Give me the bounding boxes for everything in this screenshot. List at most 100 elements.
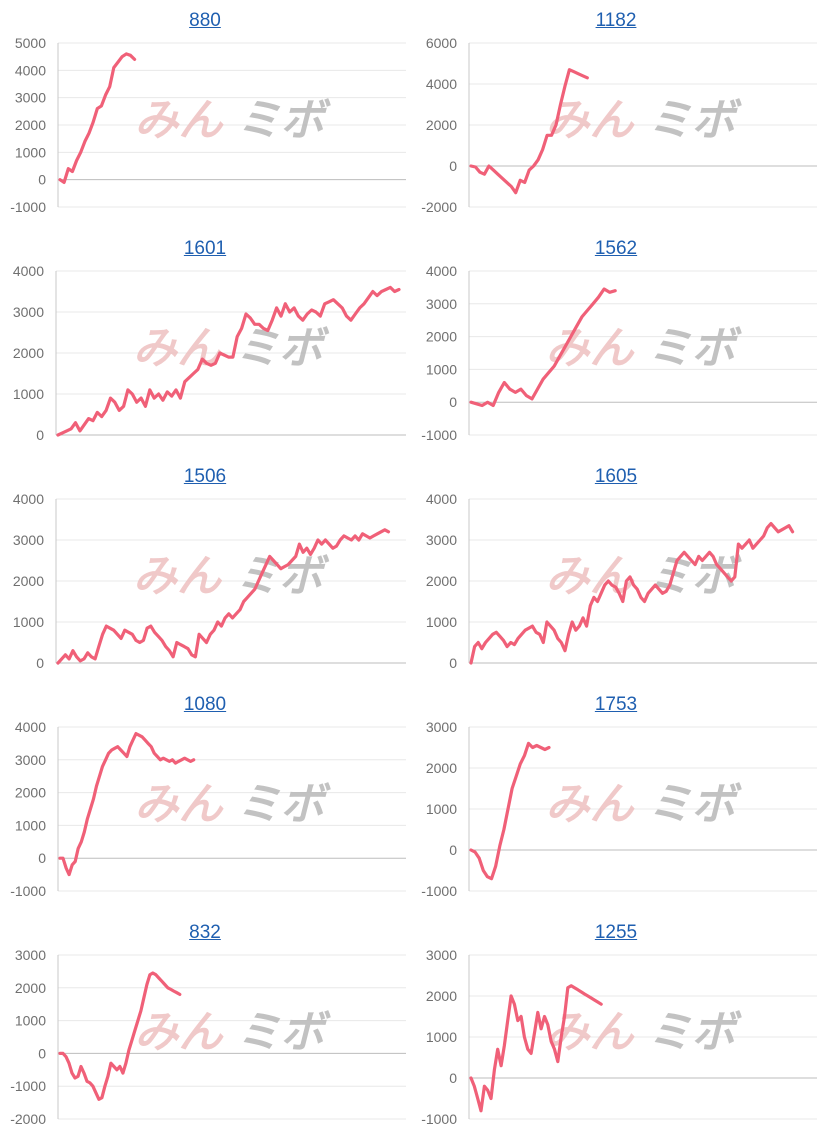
series-line	[469, 68, 589, 195]
chart-panel: 1753 -1000 0 1000 2000 3000 みん ミボ	[411, 684, 821, 912]
y-tick-label: 0	[38, 1045, 46, 1061]
y-tick-label: 0	[36, 655, 44, 671]
chart-panel: 1601 0 1000 2000 3000 4000 みん ミボ	[0, 228, 410, 456]
series-line	[56, 285, 401, 437]
y-tick-label: 0	[449, 1070, 457, 1086]
series-line	[58, 732, 196, 877]
y-tick-label: 0	[36, 427, 44, 443]
line-chart: -2000 0 2000 4000 6000 みん ミボ	[421, 35, 817, 215]
chart-title-link[interactable]: 1255	[594, 922, 638, 943]
y-tick-label: 3000	[15, 947, 46, 963]
y-tick-label: 4000	[426, 491, 457, 507]
watermark-logo: みん ミボ	[135, 1007, 332, 1058]
y-tick-label: -1000	[10, 199, 46, 215]
y-tick-label: 2000	[15, 785, 46, 801]
watermark-kanji: ミボ	[648, 779, 743, 830]
y-tick-label: 1000	[13, 386, 44, 402]
watermark-kanji: ミボ	[237, 1007, 332, 1058]
y-tick-label: 1000	[426, 614, 457, 630]
y-tick-label: 3000	[15, 90, 46, 106]
y-tick-label: 4000	[15, 719, 46, 735]
watermark-kana: みん	[135, 95, 225, 146]
series-line	[469, 287, 617, 408]
y-tick-label: 6000	[426, 35, 457, 51]
y-tick-label: -1000	[10, 1078, 46, 1094]
watermark-logo: みん ミボ	[546, 779, 743, 830]
y-tick-label: 2000	[15, 117, 46, 133]
y-tick-label: 4000	[426, 263, 457, 279]
watermark-kana: みん	[135, 779, 225, 830]
chart-title-link[interactable]: 1601	[183, 238, 227, 259]
watermark-logo: みん ミボ	[135, 779, 332, 830]
y-tick-label: 3000	[15, 752, 46, 768]
y-tick-label: 3000	[426, 532, 457, 548]
chart-title-link[interactable]: 1182	[595, 10, 637, 31]
y-tick-label: -2000	[421, 199, 457, 215]
series-line	[58, 52, 137, 184]
y-tick-label: 1000	[13, 614, 44, 630]
y-tick-label: 0	[449, 158, 457, 174]
chart-title-link[interactable]: 880	[189, 10, 221, 31]
watermark-kana: みん	[546, 95, 636, 146]
y-tick-label: 2000	[426, 573, 457, 589]
chart-panel: 832 -2000 -1000 0 1000 2000 3000 みん ミボ	[0, 912, 410, 1140]
y-tick-label: 4000	[13, 491, 44, 507]
line-chart: -1000 0 1000 2000 3000 4000 5000 みん ミボ	[10, 35, 406, 215]
watermark-kana: みん	[135, 1007, 225, 1058]
y-tick-label: 4000	[426, 76, 457, 92]
chart-panel: 1080 -1000 0 1000 2000 3000 4000 みん ミボ	[0, 684, 410, 912]
watermark-kana: みん	[546, 551, 636, 602]
y-tick-label: 2000	[426, 329, 457, 345]
chart-title-link[interactable]: 1753	[594, 694, 638, 715]
y-tick-label: 2000	[15, 980, 46, 996]
series-line	[469, 741, 551, 881]
y-tick-label: 1000	[15, 1013, 46, 1029]
chart-panel: 1255 -1000 0 1000 2000 3000 みん ミボ	[411, 912, 821, 1140]
watermark-kanji: ミボ	[235, 323, 330, 374]
chart-title-link[interactable]: 832	[189, 922, 221, 943]
y-tick-label: -1000	[421, 1111, 457, 1127]
y-tick-label: 4000	[15, 62, 46, 78]
line-chart: -1000 0 1000 2000 3000 4000 みん ミボ	[421, 263, 817, 443]
y-tick-label: 1000	[426, 361, 457, 377]
y-tick-label: 3000	[13, 532, 44, 548]
chart-title-link[interactable]: 1605	[594, 466, 638, 487]
y-tick-label: 3000	[13, 304, 44, 320]
y-tick-label: -2000	[10, 1111, 46, 1127]
chart-panel: 1182 -2000 0 2000 4000 6000 みん ミボ	[411, 0, 821, 228]
line-chart: -1000 0 1000 2000 3000 4000 みん ミボ	[10, 719, 406, 899]
watermark-kanji: ミボ	[648, 1007, 743, 1058]
series-line	[56, 528, 391, 665]
chart-title-link[interactable]: 1080	[183, 694, 227, 715]
y-tick-label: 0	[38, 850, 46, 866]
watermark-kanji: ミボ	[648, 323, 743, 374]
y-tick-label: -1000	[421, 883, 457, 899]
watermark-kanji: ミボ	[648, 95, 743, 146]
y-tick-label: 3000	[426, 947, 457, 963]
watermark-kana: みん	[133, 551, 223, 602]
y-tick-label: 1000	[426, 1029, 457, 1045]
chart-panel: 1506 0 1000 2000 3000 4000 みん ミボ	[0, 456, 410, 684]
chart-title-link[interactable]: 1506	[183, 466, 227, 487]
chart-panel: 1562 -1000 0 1000 2000 3000 4000 みん ミボ	[411, 228, 821, 456]
watermark-kana: みん	[546, 323, 636, 374]
chart-title-link[interactable]: 1562	[594, 238, 638, 259]
y-tick-label: 0	[449, 394, 457, 410]
series-line	[58, 971, 182, 1101]
watermark-logo: みん ミボ	[546, 1007, 743, 1058]
y-tick-label: -1000	[10, 883, 46, 899]
y-tick-label: 3000	[426, 719, 457, 735]
watermark-logo: みん ミボ	[546, 323, 743, 374]
watermark-kanji: ミボ	[237, 779, 332, 830]
watermark-logo: みん ミボ	[546, 95, 743, 146]
series-line	[469, 522, 795, 665]
y-tick-label: 1000	[15, 817, 46, 833]
y-tick-label: 2000	[426, 760, 457, 776]
y-tick-label: 0	[449, 655, 457, 671]
y-tick-label: 2000	[426, 988, 457, 1004]
line-chart: -1000 0 1000 2000 3000 みん ミボ	[421, 719, 817, 899]
